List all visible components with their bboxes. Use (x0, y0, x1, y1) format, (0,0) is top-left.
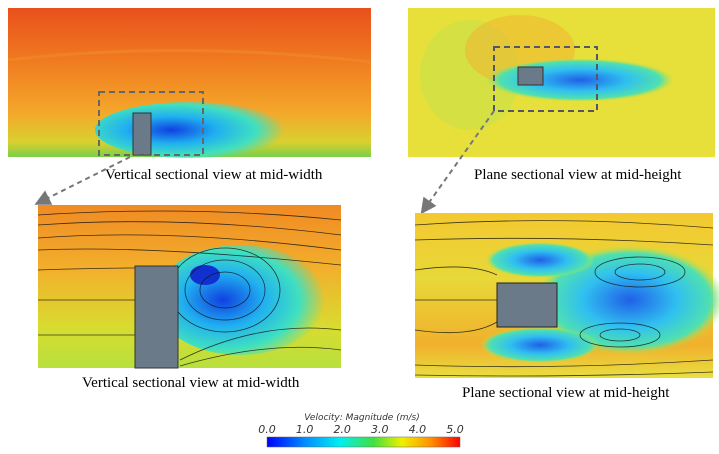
caption: Vertical sectional view at mid-width (82, 375, 300, 391)
colorbar-tick-label: 1.0 (296, 423, 314, 436)
caption: Plane sectional view at mid-height (474, 167, 682, 183)
colorbar-tick-label: 4.0 (409, 423, 427, 436)
streamline-image (37, 205, 342, 369)
arrow (420, 110, 495, 215)
caption: Plane sectional view at mid-height (462, 385, 670, 401)
colorbar-tick-label: 0.0 (258, 423, 276, 436)
contour-image (7, 8, 372, 158)
colorbar (266, 436, 461, 448)
colorbar-title: Velocity: Magnitude (m/s) (304, 413, 419, 423)
colorbar-tick-label: 5.0 (446, 423, 464, 436)
caption: Vertical sectional view at mid-width (105, 167, 323, 183)
arrow (34, 156, 131, 205)
streamline-image (414, 213, 719, 378)
contour-image (408, 8, 715, 157)
colorbar-tick-label: 3.0 (371, 423, 389, 436)
colorbar-tick-label: 2.0 (333, 423, 351, 436)
